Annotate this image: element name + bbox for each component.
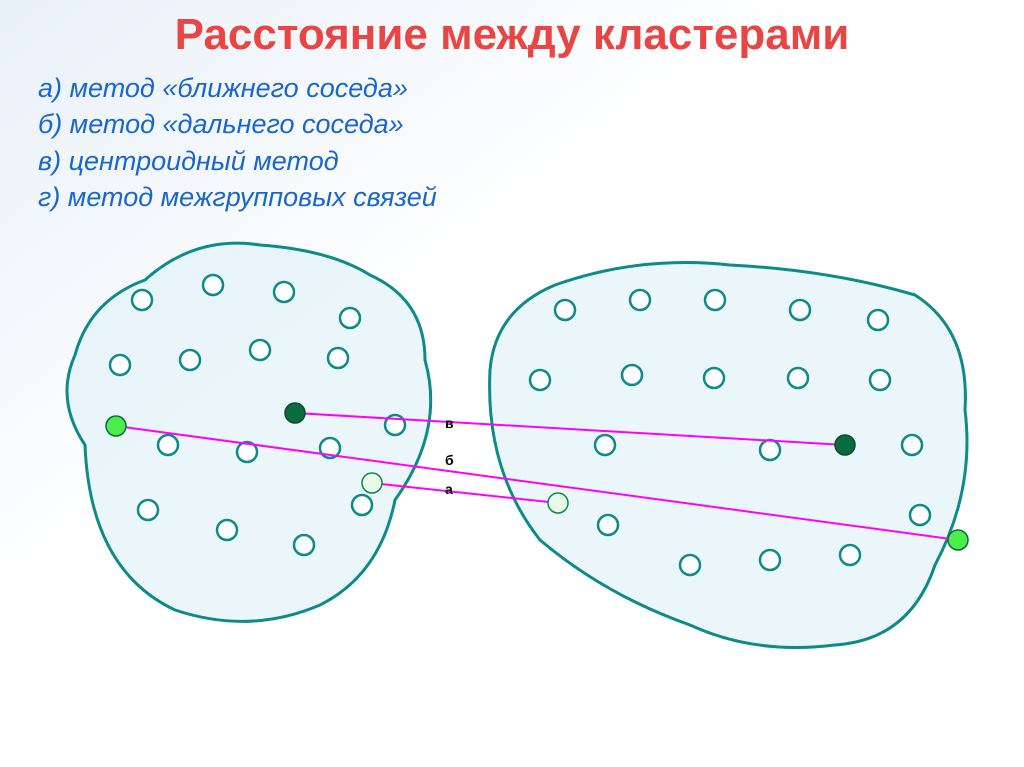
data-point bbox=[352, 495, 372, 515]
data-point bbox=[530, 370, 550, 390]
special-point-c1_left_bright bbox=[106, 416, 126, 436]
special-point-c2_far_bright bbox=[948, 530, 968, 550]
data-point bbox=[910, 505, 930, 525]
data-point bbox=[622, 365, 642, 385]
data-point bbox=[902, 435, 922, 455]
data-point bbox=[705, 290, 725, 310]
data-point bbox=[840, 545, 860, 565]
special-point-c1_centroid_dark bbox=[285, 403, 305, 423]
arrow-label-в: в bbox=[445, 415, 454, 431]
data-point bbox=[180, 350, 200, 370]
special-point-c2_centroid_dark bbox=[835, 435, 855, 455]
data-point bbox=[158, 435, 178, 455]
data-point bbox=[704, 368, 724, 388]
data-point bbox=[868, 310, 888, 330]
data-point bbox=[680, 555, 700, 575]
special-point-c1_near_light bbox=[362, 473, 382, 493]
cluster-diagram: аб в bbox=[0, 0, 1024, 767]
arrow-label-б: б bbox=[445, 452, 454, 468]
data-point bbox=[340, 308, 360, 328]
data-point bbox=[760, 440, 780, 460]
data-point bbox=[630, 290, 650, 310]
arrow-label-а: а bbox=[445, 481, 453, 497]
data-point bbox=[788, 368, 808, 388]
data-point bbox=[790, 300, 810, 320]
data-point bbox=[598, 515, 618, 535]
data-point bbox=[132, 290, 152, 310]
data-point bbox=[595, 435, 615, 455]
special-point-c2_near_light bbox=[548, 493, 568, 513]
data-point bbox=[555, 300, 575, 320]
data-point bbox=[328, 348, 348, 368]
data-point bbox=[250, 340, 270, 360]
data-point bbox=[110, 355, 130, 375]
data-point bbox=[138, 500, 158, 520]
data-point bbox=[760, 550, 780, 570]
data-point bbox=[217, 520, 237, 540]
data-point bbox=[870, 370, 890, 390]
data-point bbox=[203, 275, 223, 295]
data-point bbox=[274, 282, 294, 302]
data-point bbox=[294, 535, 314, 555]
